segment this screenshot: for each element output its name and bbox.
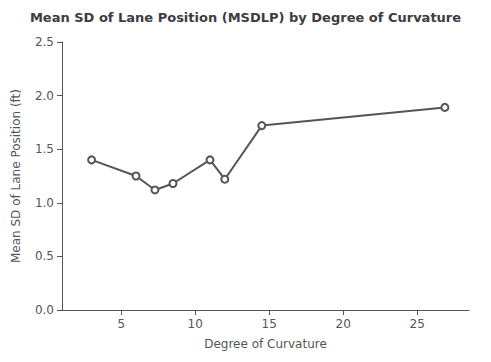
svg-text:2.5: 2.5 [35, 35, 54, 49]
svg-text:Mean SD of Lane Position (ft): Mean SD of Lane Position (ft) [9, 89, 23, 263]
svg-text:1.5: 1.5 [35, 142, 54, 156]
svg-text:2.0: 2.0 [35, 89, 54, 103]
svg-text:20: 20 [336, 317, 351, 331]
svg-text:15: 15 [262, 317, 277, 331]
svg-text:1.0: 1.0 [35, 196, 54, 210]
svg-text:Degree of Curvature: Degree of Curvature [204, 337, 327, 351]
svg-text:25: 25 [410, 317, 425, 331]
svg-text:10: 10 [188, 317, 203, 331]
svg-text:Mean SD of Lane Position (MSDL: Mean SD of Lane Position (MSDLP) by Degr… [30, 10, 461, 25]
svg-text:0.0: 0.0 [35, 303, 54, 317]
svg-text:5: 5 [117, 317, 125, 331]
svg-text:0.5: 0.5 [35, 249, 54, 263]
